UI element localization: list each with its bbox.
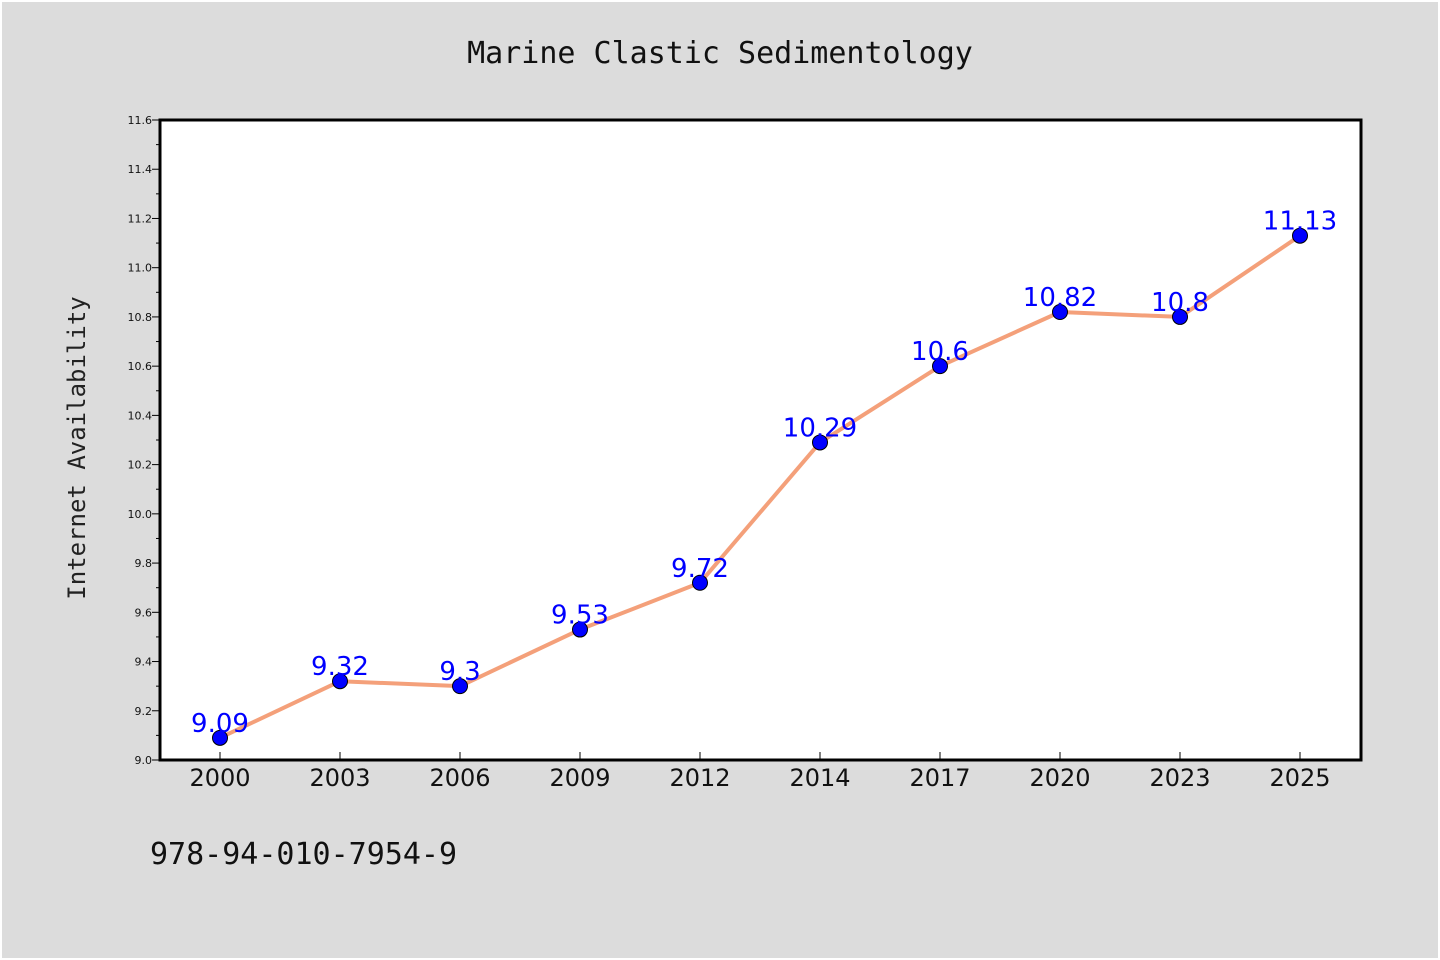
x-tick-label: 2020 [1029,764,1090,792]
data-label: 10.82 [1023,283,1097,313]
y-tick-label: 10.0 [128,508,153,521]
data-labels: 9.09 9.32 9.3 9.53 9.72 10.29 10.6 10.82 10.8 11.… [191,207,1337,739]
y-tick-label: 11.6 [128,114,153,127]
y-tick-label: 10.4 [128,409,153,422]
data-point [1052,304,1068,320]
y-tick-label: 11.4 [128,163,153,176]
x-tick-label: 2017 [909,764,970,792]
x-tick-label: 2006 [429,764,490,792]
data-point [212,729,228,746]
data-point [572,621,588,638]
y-tick-label: 10.8 [128,311,153,324]
y-axis: 9.0 9.2 9.4 9.6 9.8 10.0 10.2 10.4 10.6 10.8 11.0 1… [128,114,160,767]
x-axis: 2000 2003 2006 2009 2012 2014 2017 2020 2023 2025 [189,752,1331,792]
y-tick-label: 11.0 [128,262,153,275]
data-label: 10.6 [911,337,969,367]
data-label: 10.29 [783,413,857,443]
data-point [1292,227,1308,244]
data-label: 9.3 [439,657,480,687]
data-point [1172,308,1188,325]
data-point [332,673,348,690]
y-tick-label: 9.0 [135,754,153,767]
series-line [218,233,1302,740]
data-label: 9.53 [551,601,609,631]
x-tick-label: 2009 [549,764,610,792]
y-tick-label: 9.2 [135,705,153,718]
y-tick-label: 10.6 [128,360,153,373]
x-tick-label: 2003 [309,764,370,792]
data-points [212,227,1308,746]
data-point [812,434,828,451]
x-tick-label: 2000 [189,764,250,792]
data-label: 9.72 [671,554,729,584]
data-point [692,574,708,591]
data-label: 11.13 [1263,207,1337,237]
x-tick-label: 2012 [669,764,730,792]
y-tick-label: 9.6 [135,606,153,619]
y-tick-label: 10.2 [128,459,153,472]
y-axis-label: Internet Availability [63,296,91,599]
data-label: 9.32 [311,652,369,682]
data-label: 9.09 [191,709,249,739]
footer-isbn-text: 978-94-010-7954-9 [150,837,457,872]
y-tick-label: 11.2 [128,212,153,225]
y-tick-label: 9.4 [135,656,153,669]
x-tick-label: 2023 [1149,764,1210,792]
data-label: 10.8 [1151,288,1209,318]
chart-title: Marine Clastic Sedimentology [467,36,973,71]
data-point [452,678,468,695]
x-tick-label: 2025 [1269,764,1330,792]
plot-area [158,118,1363,762]
y-tick-label: 9.8 [135,557,153,570]
x-tick-label: 2014 [789,764,850,792]
data-point [932,358,948,375]
